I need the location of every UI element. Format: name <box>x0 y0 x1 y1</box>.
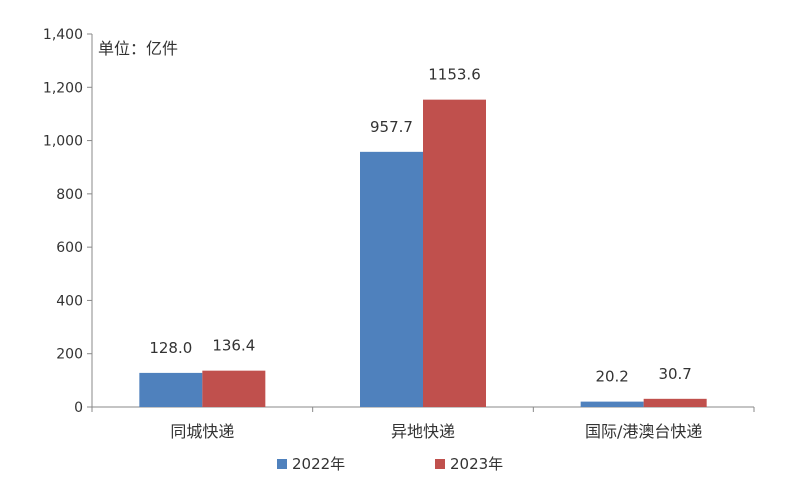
bars <box>139 99 707 407</box>
legend-swatch <box>277 459 287 469</box>
y-tick-label: 200 <box>56 347 83 363</box>
bar <box>580 401 644 407</box>
y-tick-label: 400 <box>56 293 83 309</box>
legend-label: 2023年 <box>450 455 503 473</box>
x-tick-label: 同城快递 <box>170 422 234 441</box>
data-label: 20.2 <box>595 368 628 386</box>
legend: 2022年 2023年 <box>277 455 503 473</box>
bar <box>360 151 423 407</box>
unit-label: 单位：亿件 <box>98 39 178 58</box>
y-tick-label: 1,000 <box>43 134 83 150</box>
data-label: 30.7 <box>658 365 691 383</box>
data-label: 957.7 <box>370 118 413 136</box>
y-tick-label: 1,400 <box>43 27 83 43</box>
y-tick-label: 600 <box>56 240 83 256</box>
x-tick-label: 国际/港澳台快递 <box>585 422 702 441</box>
axes: 0 200 400 600 800 1,000 1,200 1,400 同城快递 异地快递 国际/港… <box>43 27 755 441</box>
x-tick-label: 异地快递 <box>391 422 455 441</box>
bar <box>139 372 203 407</box>
legend-swatch <box>435 459 445 469</box>
data-label: 128.0 <box>149 339 192 357</box>
y-tick-label: 1,200 <box>43 80 83 96</box>
data-labels: 128.0 136.4 957.7 1153.6 20.2 30.7 <box>149 66 692 386</box>
data-label: 1153.6 <box>428 66 481 84</box>
bar <box>423 99 486 407</box>
data-label: 136.4 <box>212 337 255 355</box>
bar <box>643 398 707 407</box>
y-tick-label: 0 <box>74 400 83 416</box>
legend-label: 2022年 <box>292 455 345 473</box>
y-tick-label: 800 <box>56 187 83 203</box>
bar <box>202 370 266 407</box>
